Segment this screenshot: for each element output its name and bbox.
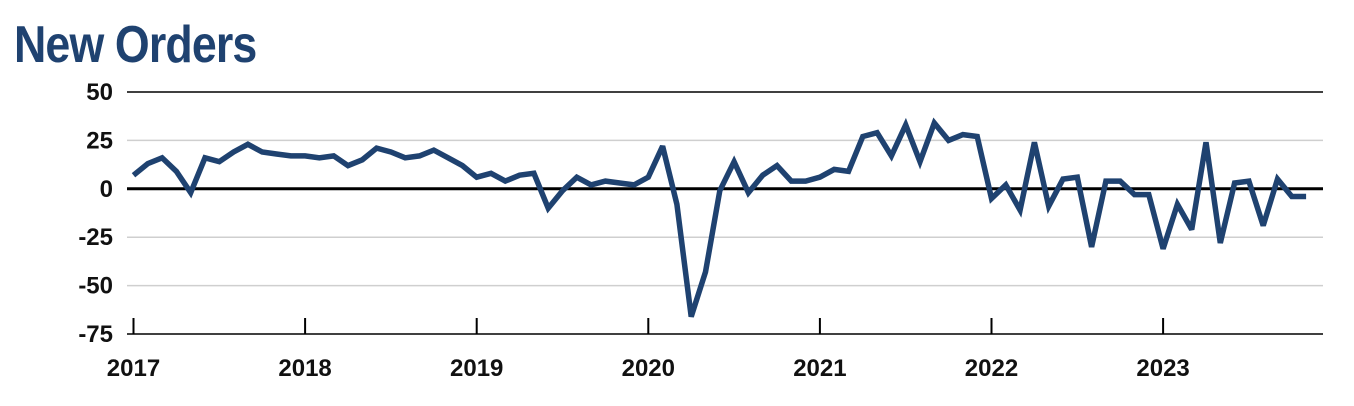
- y-tick-label: 0: [100, 176, 113, 203]
- y-tick-label: 50: [86, 79, 113, 106]
- x-tick-label: 2018: [278, 355, 331, 382]
- x-tick-label: 2023: [1136, 355, 1189, 382]
- y-tick-label: 25: [86, 127, 113, 154]
- x-tick-label: 2020: [622, 355, 675, 382]
- tick-labels: 50 25 0 -25 -50 -75 2017 2018 2019 2020 2021 2022 20…: [78, 79, 1189, 382]
- x-tick-label: 2021: [793, 355, 846, 382]
- y-tick-label: -75: [78, 321, 113, 348]
- x-tick-label: 2022: [965, 355, 1018, 382]
- axes: [127, 318, 1323, 335]
- x-tick-label: 2019: [450, 355, 503, 382]
- chart-title: New Orders: [14, 16, 257, 74]
- x-tick-label: 2017: [107, 355, 160, 382]
- series-line: [131, 117, 1307, 318]
- series-layer: [131, 117, 1307, 318]
- y-tick-label: -25: [78, 224, 113, 251]
- y-tick-label: -50: [78, 273, 113, 300]
- gridlines: [127, 91, 1323, 287]
